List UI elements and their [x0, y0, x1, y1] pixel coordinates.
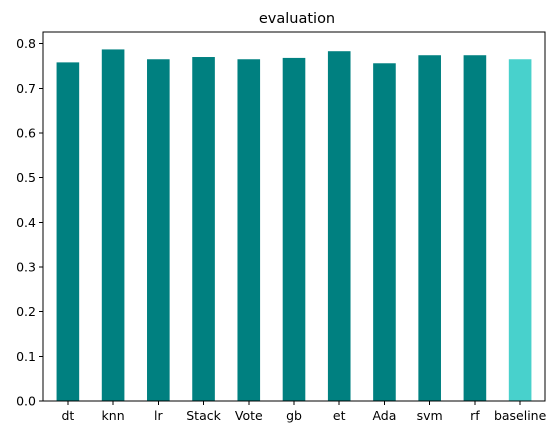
y-tick-label: 0.8 [16, 36, 36, 51]
y-axis: 0.0 0.1 0.2 0.3 0.4 0.5 0.6 0.7 0.8 [16, 36, 43, 409]
bar-baseline [508, 59, 532, 401]
bar-gb [282, 57, 306, 402]
x-tick-label: baseline [494, 408, 547, 423]
bar-et [327, 51, 351, 401]
x-tick-label: lr [154, 408, 163, 423]
chart-title: evaluation [259, 11, 335, 27]
x-tick-label: Stack [186, 408, 221, 423]
y-tick-label: 0.7 [16, 81, 36, 96]
x-tick-label: et [333, 408, 346, 423]
x-tick-label: knn [102, 408, 125, 423]
x-tick-label: svm [417, 408, 443, 423]
x-tick-label: Ada [372, 408, 396, 423]
y-tick-label: 0.2 [16, 304, 36, 319]
bar-dt [56, 62, 80, 402]
bar-knn [101, 49, 125, 402]
y-tick-label: 0.5 [16, 170, 36, 185]
bar-vote [237, 59, 261, 401]
bar-svm [418, 55, 441, 402]
y-tick-label: 0.4 [16, 215, 36, 230]
x-tick-label: rf [470, 408, 480, 423]
bar-lr [147, 59, 170, 401]
x-axis: dt knn lr Stack Vote gb et Ada svm rf baseline [61, 401, 547, 423]
x-tick-label: gb [286, 408, 302, 423]
y-tick-label: 0.3 [16, 259, 36, 274]
bar-ada [373, 63, 396, 402]
bars-group [56, 49, 532, 402]
y-tick-label: 0.1 [16, 349, 36, 364]
y-tick-label: 0.6 [16, 125, 36, 140]
y-tick-label: 0.0 [16, 394, 36, 409]
x-tick-label: Vote [235, 408, 263, 423]
plot-frame [42, 31, 546, 402]
bar-rf [463, 55, 487, 402]
x-tick-label: dt [61, 408, 74, 423]
bar-stack [192, 57, 215, 402]
